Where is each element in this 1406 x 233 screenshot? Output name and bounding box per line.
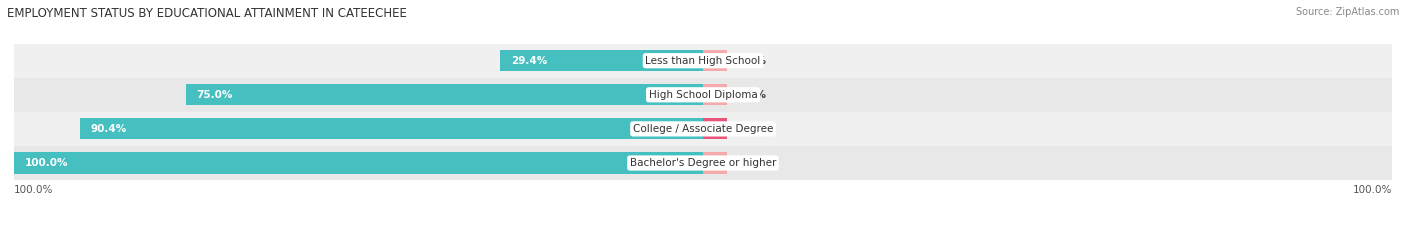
Text: 29.4%: 29.4% — [510, 56, 547, 66]
Bar — [186, 84, 703, 105]
Text: 90.4%: 90.4% — [90, 124, 127, 134]
Text: Source: ZipAtlas.com: Source: ZipAtlas.com — [1295, 7, 1399, 17]
Legend: In Labor Force, Unemployed: In Labor Force, Unemployed — [605, 231, 801, 233]
Bar — [703, 84, 727, 105]
Text: High School Diploma: High School Diploma — [648, 90, 758, 100]
Bar — [14, 44, 1392, 78]
Bar — [14, 78, 1392, 112]
Text: 100.0%: 100.0% — [14, 185, 53, 195]
Bar — [703, 152, 727, 174]
Bar — [501, 50, 703, 71]
Bar — [703, 50, 727, 71]
Text: 0.0%: 0.0% — [738, 158, 766, 168]
Text: 0.0%: 0.0% — [738, 56, 766, 66]
Text: 100.0%: 100.0% — [1353, 185, 1392, 195]
Text: 75.0%: 75.0% — [197, 90, 233, 100]
Bar — [14, 146, 1392, 180]
Bar — [80, 118, 703, 140]
Text: 100.0%: 100.0% — [24, 158, 67, 168]
Text: College / Associate Degree: College / Associate Degree — [633, 124, 773, 134]
Bar — [703, 118, 727, 140]
Text: Bachelor's Degree or higher: Bachelor's Degree or higher — [630, 158, 776, 168]
Bar — [14, 152, 703, 174]
Text: EMPLOYMENT STATUS BY EDUCATIONAL ATTAINMENT IN CATEECHEE: EMPLOYMENT STATUS BY EDUCATIONAL ATTAINM… — [7, 7, 406, 20]
Bar — [14, 112, 1392, 146]
Text: 2.4%: 2.4% — [738, 124, 766, 134]
Text: 0.0%: 0.0% — [738, 90, 766, 100]
Text: Less than High School: Less than High School — [645, 56, 761, 66]
